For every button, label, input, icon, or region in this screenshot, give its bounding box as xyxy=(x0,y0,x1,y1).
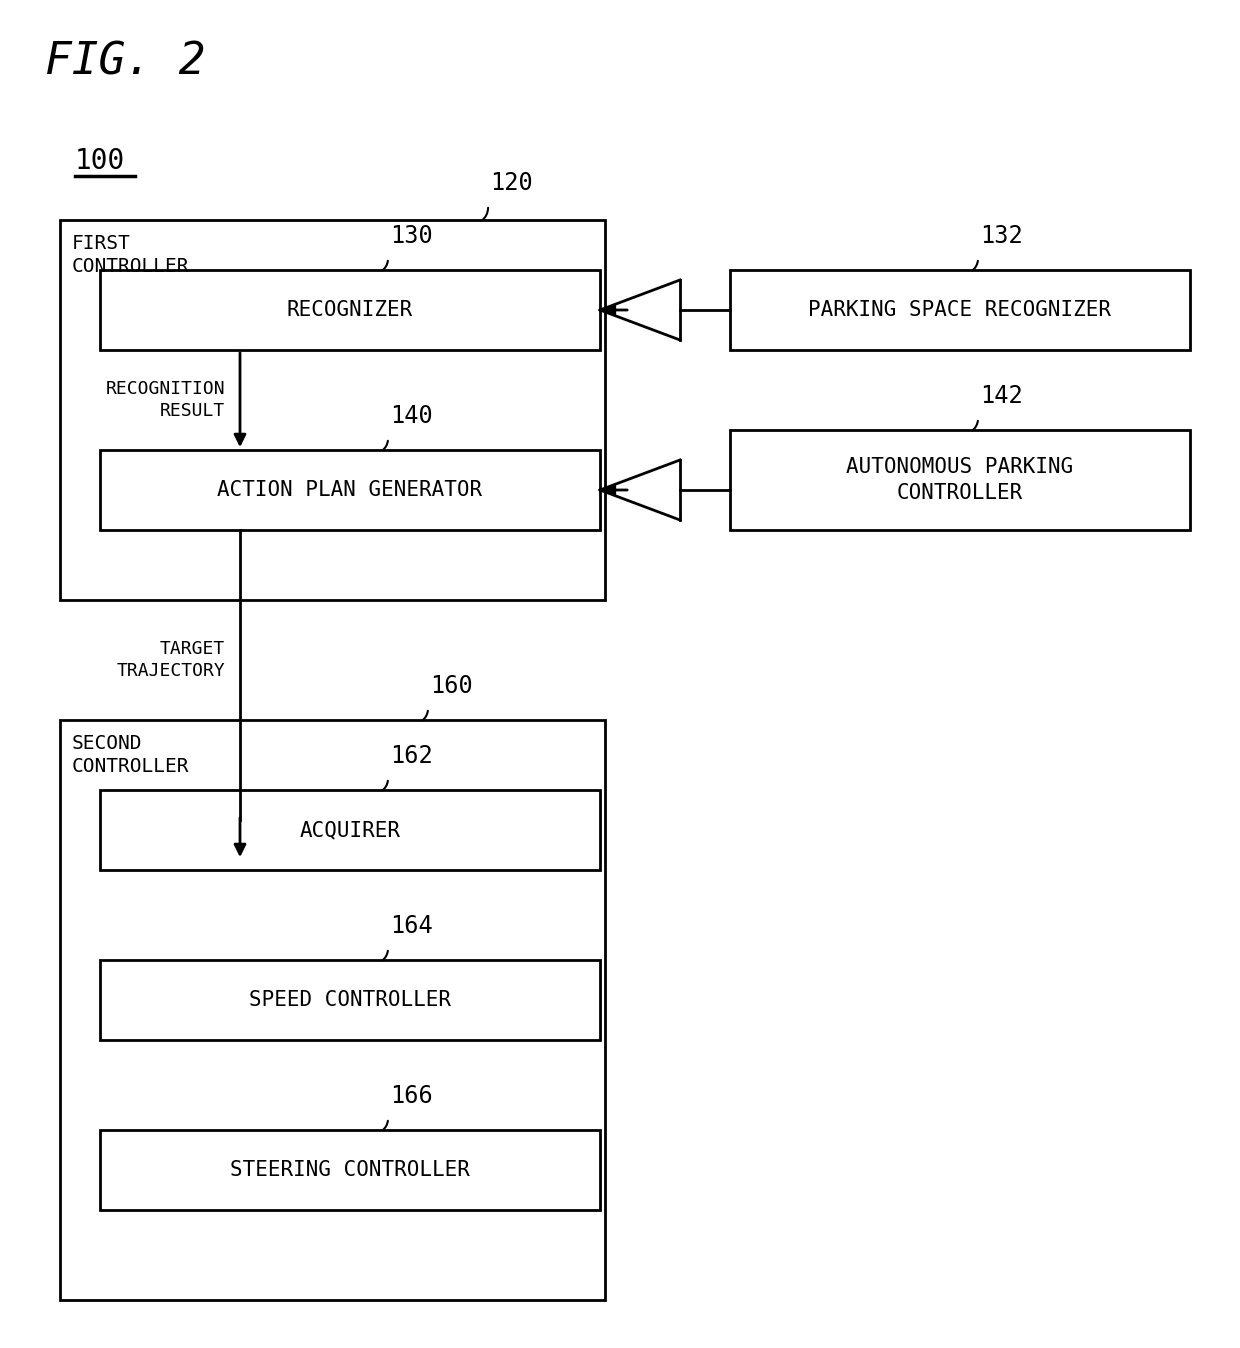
Bar xyxy=(730,430,1190,530)
Text: TARGET
TRAJECTORY: TARGET TRAJECTORY xyxy=(117,640,224,681)
Bar xyxy=(100,960,600,1041)
Text: 160: 160 xyxy=(430,674,472,698)
FancyArrowPatch shape xyxy=(972,421,978,430)
Bar xyxy=(730,270,1190,350)
Text: SPEED CONTROLLER: SPEED CONTROLLER xyxy=(249,989,451,1010)
Text: FIRST
CONTROLLER: FIRST CONTROLLER xyxy=(72,235,190,276)
Bar xyxy=(60,220,605,600)
Text: 142: 142 xyxy=(980,384,1023,408)
Text: 132: 132 xyxy=(980,224,1023,248)
FancyArrowPatch shape xyxy=(972,260,978,271)
Bar xyxy=(100,270,600,350)
FancyArrowPatch shape xyxy=(382,780,388,790)
FancyArrowPatch shape xyxy=(382,260,388,271)
Text: 164: 164 xyxy=(391,914,433,938)
Text: FIG. 2: FIG. 2 xyxy=(45,40,206,84)
Text: RECOGNITION
RESULT: RECOGNITION RESULT xyxy=(105,380,224,421)
Text: 140: 140 xyxy=(391,404,433,429)
Bar xyxy=(100,450,600,530)
FancyArrowPatch shape xyxy=(482,208,489,220)
Text: PARKING SPACE RECOGNIZER: PARKING SPACE RECOGNIZER xyxy=(808,301,1111,319)
Bar xyxy=(60,720,605,1299)
Text: ACQUIRER: ACQUIRER xyxy=(300,820,401,840)
Text: RECOGNIZER: RECOGNIZER xyxy=(286,301,413,319)
FancyArrowPatch shape xyxy=(382,1120,388,1131)
Text: ACTION PLAN GENERATOR: ACTION PLAN GENERATOR xyxy=(217,480,482,500)
Bar xyxy=(100,790,600,869)
FancyArrowPatch shape xyxy=(382,441,388,450)
Bar xyxy=(100,1130,600,1211)
FancyArrowPatch shape xyxy=(382,950,388,961)
FancyArrowPatch shape xyxy=(423,710,428,720)
Text: SECOND
CONTROLLER: SECOND CONTROLLER xyxy=(72,735,190,776)
Text: AUTONOMOUS PARKING
CONTROLLER: AUTONOMOUS PARKING CONTROLLER xyxy=(847,457,1074,503)
Text: 130: 130 xyxy=(391,224,433,248)
Text: STEERING CONTROLLER: STEERING CONTROLLER xyxy=(231,1161,470,1180)
Text: 100: 100 xyxy=(74,147,125,175)
Text: 162: 162 xyxy=(391,744,433,768)
Text: 120: 120 xyxy=(490,171,533,195)
Text: 166: 166 xyxy=(391,1084,433,1108)
